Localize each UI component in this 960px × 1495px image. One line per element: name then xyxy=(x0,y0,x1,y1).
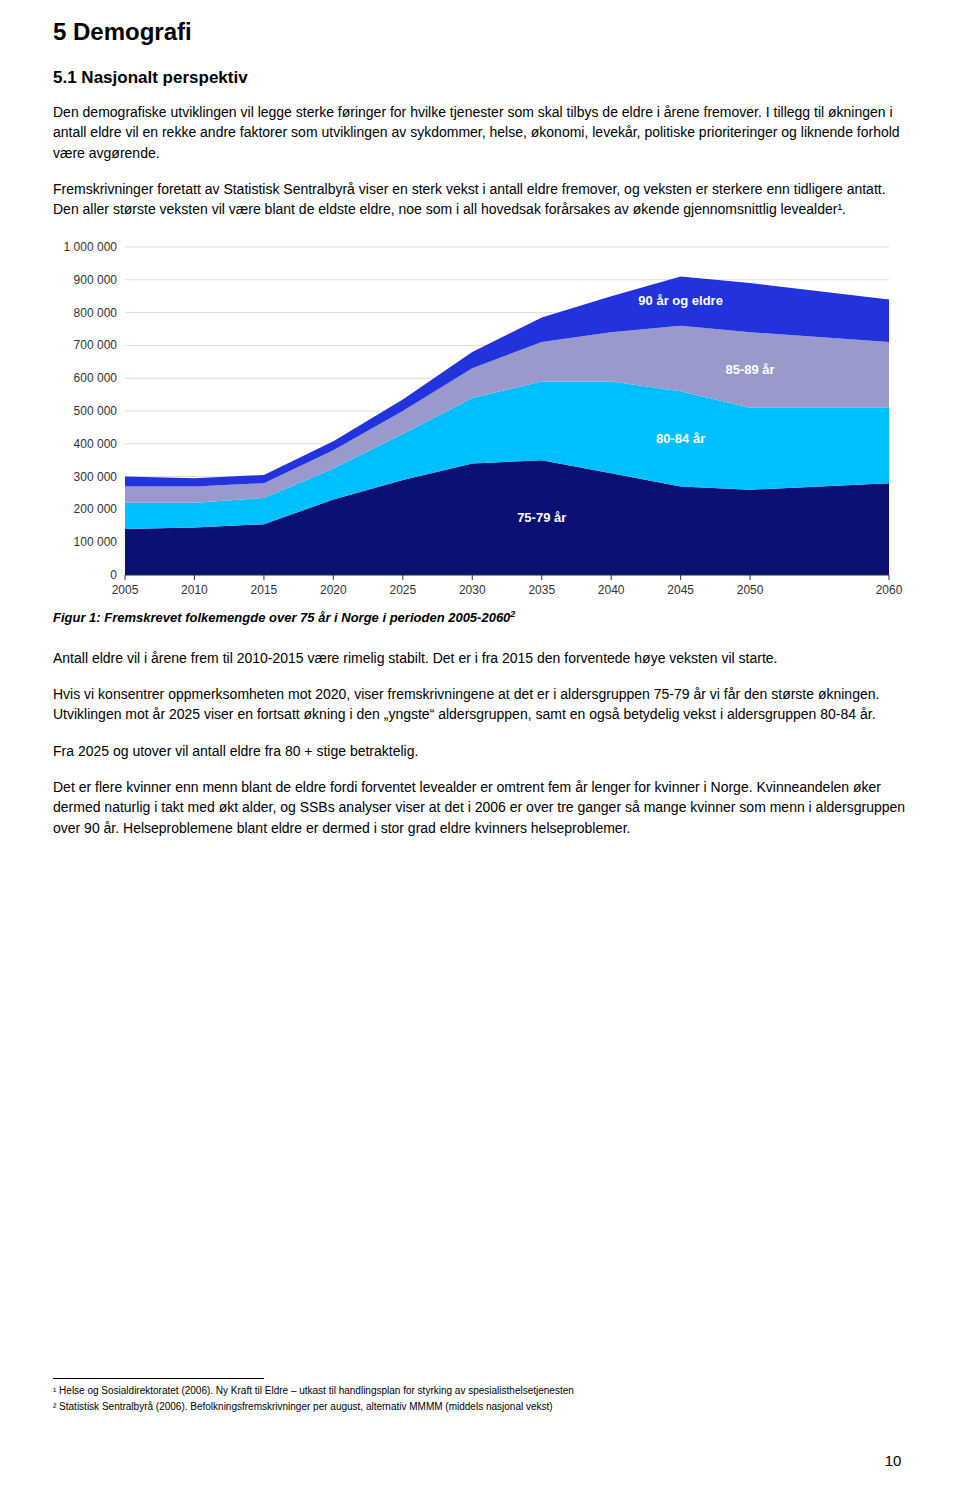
y-tick-label: 900 000 xyxy=(74,273,118,287)
y-tick-label: 300 000 xyxy=(74,470,118,484)
paragraph: Hvis vi konsentrer oppmerksomheten mot 2… xyxy=(53,684,907,725)
series-label: 85-89 år xyxy=(726,362,775,377)
footnote-rule xyxy=(53,1378,264,1379)
x-tick-label: 2025 xyxy=(389,583,416,597)
page-number: 10 xyxy=(863,1452,923,1469)
x-tick-label: 2005 xyxy=(112,583,139,597)
area xyxy=(125,277,889,487)
paragraph: Det er flere kvinner enn menn blant de e… xyxy=(53,777,907,838)
x-tick xyxy=(472,575,473,580)
caption-superscript: 2 xyxy=(510,609,515,619)
footnote: ² Statistisk Sentralbyrå (2006). Befolkn… xyxy=(53,1400,907,1414)
x-tick xyxy=(611,575,612,580)
x-tick-label: 2010 xyxy=(181,583,208,597)
paragraph: Fra 2025 og utover vil antall eldre fra … xyxy=(53,741,907,761)
y-tick-label: 100 000 xyxy=(74,536,118,550)
x-tick xyxy=(680,575,681,580)
y-tick-label: 1 000 000 xyxy=(64,240,118,254)
series-label: 90 år og eldre xyxy=(638,294,723,309)
areas xyxy=(125,277,889,575)
footnote: ¹ Helse og Sosialdirektoratet (2006). Ny… xyxy=(53,1384,907,1398)
chart: 0 100 000 200 000 300 000 400 000 500 000 600 … xyxy=(53,235,907,605)
x-tick-label: 2040 xyxy=(598,583,625,597)
x-tick-label: 2060 xyxy=(876,583,903,597)
y-tick-label: 700 000 xyxy=(74,339,118,353)
paragraph: Fremskrivninger foretatt av Statistisk S… xyxy=(53,179,907,220)
x-tick xyxy=(194,575,195,580)
caption: Figur 1: Fremskrevet folkemengde over 75… xyxy=(53,609,907,625)
y-tick-label: 200 000 xyxy=(74,503,118,517)
y-tick-label: 600 000 xyxy=(74,372,118,386)
x-tick xyxy=(333,575,334,580)
x-tick xyxy=(125,575,126,580)
page-body: 5 Demografi 5.1 Nasjonalt perspektiv Den d… xyxy=(53,18,907,854)
x-tick xyxy=(750,575,751,580)
y-tick-label: 400 000 xyxy=(74,437,118,451)
x-tick-label: 2035 xyxy=(528,583,555,597)
section-title: 5.1 Nasjonalt perspektiv xyxy=(53,68,907,88)
x-tick-label: 2015 xyxy=(251,583,278,597)
page-title: 5 Demografi xyxy=(53,18,907,46)
x-axis xyxy=(125,575,889,576)
paragraph: Antall eldre vil i årene frem til 2010-2… xyxy=(53,648,907,668)
x-tick-label: 2030 xyxy=(459,583,486,597)
x-tick xyxy=(402,575,403,580)
grid-line xyxy=(125,247,889,248)
y-tick-label: 0 xyxy=(110,568,117,582)
y-tick-label: 500 000 xyxy=(74,404,118,418)
x-tick-label: 2050 xyxy=(737,583,764,597)
x-tick xyxy=(263,575,264,580)
x-tick-label: 2020 xyxy=(320,583,347,597)
grid-line xyxy=(125,575,889,576)
x-tick xyxy=(889,575,890,580)
series-label: 75-79 år xyxy=(517,510,566,525)
y-tick-label: 800 000 xyxy=(74,306,118,320)
caption-text: Figur 1: Fremskrevet folkemengde over 75… xyxy=(53,611,510,626)
x-tick xyxy=(541,575,542,580)
grid-line xyxy=(125,280,889,281)
series-label: 80-84 år xyxy=(656,431,705,446)
x-tick-label: 2045 xyxy=(667,583,694,597)
paragraph: Den demografiske utviklingen vil legge s… xyxy=(53,102,907,163)
